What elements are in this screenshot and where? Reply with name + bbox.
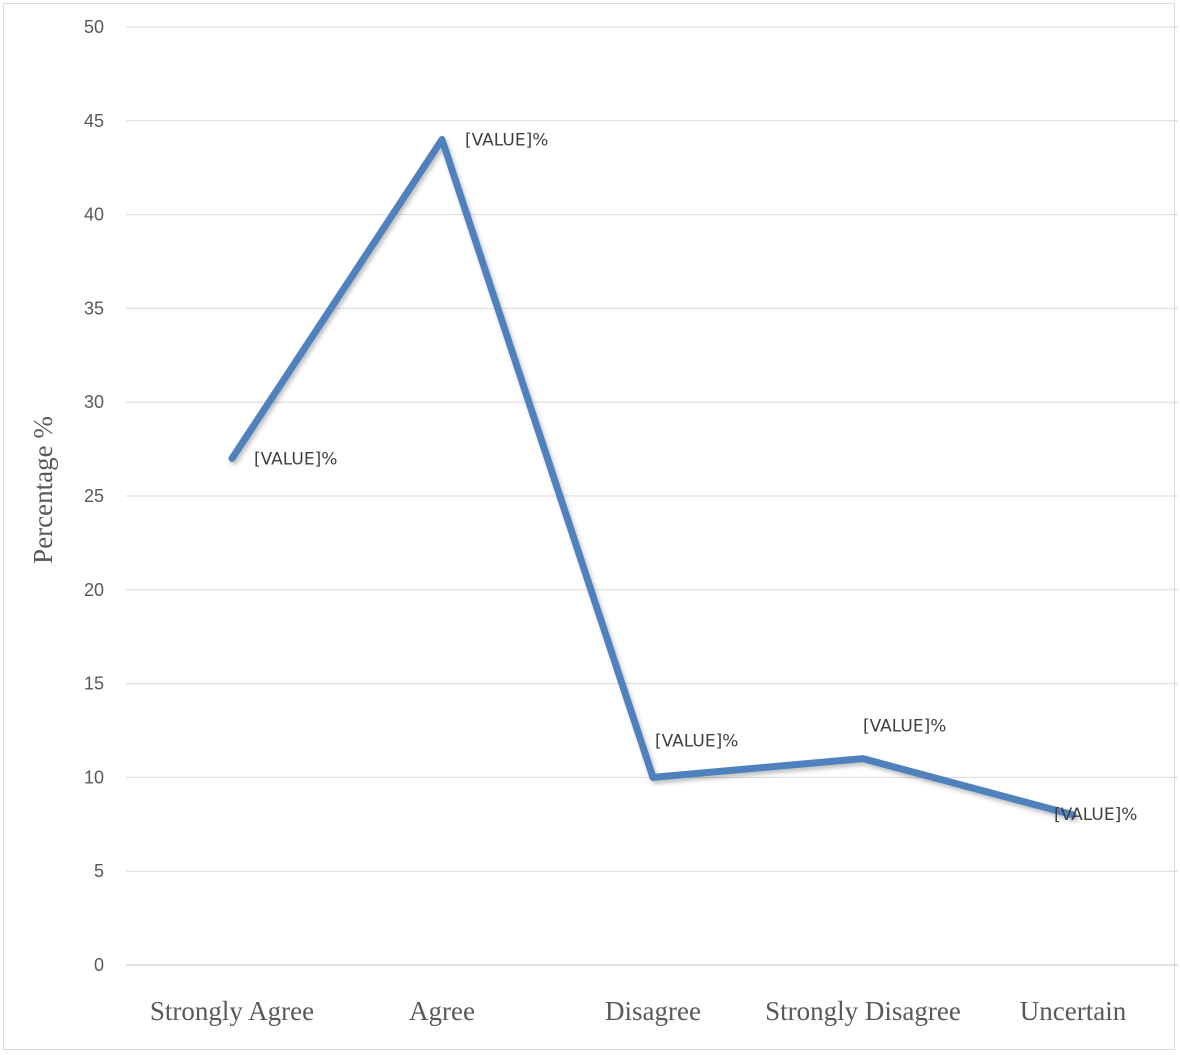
gridlines (126, 26, 1178, 966)
series-line (228, 136, 1077, 819)
data-label: [VALUE]% (254, 449, 337, 469)
chart-frame (3, 3, 1175, 1050)
y-tick-label: 0 (94, 955, 104, 975)
y-tick-label: 45 (84, 111, 104, 131)
data-label: [VALUE]% (863, 717, 946, 737)
x-tick-label: Strongly Agree (150, 996, 314, 1026)
y-tick-label: 10 (84, 767, 104, 787)
y-tick-label: 5 (94, 861, 104, 881)
y-axis-label: Percentage % (28, 416, 58, 564)
y-tick-label: 20 (84, 580, 104, 600)
y-tick-label: 50 (84, 17, 104, 37)
series-layer (228, 136, 1077, 819)
x-axis-ticks: Strongly Agree Agree Disagree Strongly Disa… (150, 996, 1127, 1026)
y-tick-label: 30 (84, 392, 104, 412)
y-tick-label: 40 (84, 205, 104, 225)
x-tick-label: Disagree (605, 996, 701, 1026)
data-labels: [VALUE]% [VALUE]% [VALUE]% [VALUE]% [VALUE]% (254, 131, 1137, 825)
y-tick-label: 15 (84, 674, 104, 694)
data-label: [VALUE]% (465, 131, 548, 151)
y-tick-label: 25 (84, 486, 104, 506)
data-label: [VALUE]% (1054, 805, 1137, 825)
y-axis-ticks: 0 5 10 15 20 25 30 35 40 45 50 (84, 17, 104, 975)
x-tick-label: Agree (409, 996, 475, 1026)
data-label: [VALUE]% (655, 731, 738, 751)
x-tick-label: Uncertain (1020, 996, 1127, 1026)
y-tick-label: 35 (84, 298, 104, 318)
x-tick-label: Strongly Disagree (765, 996, 961, 1026)
